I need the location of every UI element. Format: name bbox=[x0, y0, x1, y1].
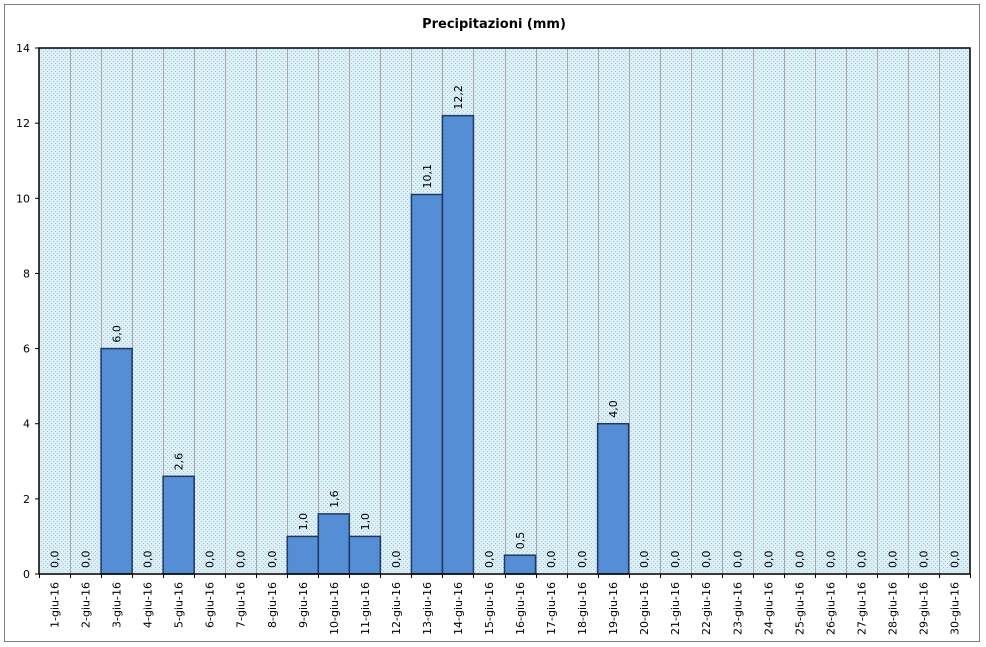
bar bbox=[317, 513, 351, 575]
data-label: 0,0 bbox=[576, 551, 589, 569]
data-label: 2,6 bbox=[173, 453, 186, 471]
data-label: 0,0 bbox=[80, 551, 93, 569]
data-label: 0,0 bbox=[762, 551, 775, 569]
data-label: 0,0 bbox=[793, 551, 806, 569]
chart: Precipitazioni (mm) 0,0 0,06,00,02,60,0 0,… bbox=[16, 17, 971, 635]
x-tick-label: 27-giu-16 bbox=[855, 582, 868, 635]
bar bbox=[503, 554, 537, 575]
x-tick-label: 13-giu-16 bbox=[421, 582, 434, 635]
x-tick-label: 19-giu-16 bbox=[607, 582, 620, 635]
x-tick-label: 17-giu-16 bbox=[545, 582, 558, 635]
bar bbox=[286, 535, 320, 575]
data-label: 0,0 bbox=[204, 551, 217, 569]
data-label: 0,0 bbox=[731, 551, 744, 569]
data-label: 10,1 bbox=[421, 164, 434, 189]
data-labels: 0,0 0,0 6,0 0,0 2,6 0,0 0,0 0,0 1,0 1,6 1,0 0,0 10,1… bbox=[49, 85, 962, 568]
x-tick-label: 6-giu-16 bbox=[204, 582, 217, 628]
x-axis-ticks: 1-giu-16 2-giu-16 3-giu-16 4-giu-16 5-giu-16… bbox=[39, 574, 971, 635]
bar bbox=[100, 347, 133, 575]
data-label: 1,0 bbox=[297, 513, 310, 531]
grid-lines bbox=[70, 48, 940, 574]
bar bbox=[410, 193, 444, 575]
x-tick-label: 1-giu-16 bbox=[49, 582, 62, 628]
y-tick-label: 6 bbox=[23, 343, 30, 356]
x-tick-label: 23-giu-16 bbox=[731, 582, 744, 635]
x-tick-label: 25-giu-16 bbox=[793, 582, 806, 635]
x-tick-label: 29-giu-16 bbox=[917, 582, 930, 635]
data-label: 0,0 bbox=[483, 551, 496, 569]
data-label: 0,0 bbox=[142, 551, 155, 569]
x-tick-label: 4-giu-16 bbox=[142, 582, 155, 628]
x-tick-label: 20-giu-16 bbox=[638, 582, 651, 635]
data-label: 0,0 bbox=[948, 551, 961, 569]
data-label: 1,6 bbox=[328, 490, 341, 508]
y-axis-ticks: 0 2 4 6 8 10 12 14 bbox=[16, 42, 39, 581]
data-label: 4,0 bbox=[607, 400, 620, 418]
data-label: 0,0 bbox=[390, 551, 403, 569]
x-tick-label: 15-giu-16 bbox=[483, 582, 496, 635]
x-tick-label: 28-giu-16 bbox=[886, 582, 899, 635]
data-label: 0,0 bbox=[638, 551, 651, 569]
x-tick-label: 12-giu-16 bbox=[390, 582, 403, 635]
plot-border bbox=[38, 47, 971, 575]
x-tick-label: 3-giu-16 bbox=[111, 582, 124, 628]
bar bbox=[596, 422, 630, 575]
bar bbox=[162, 475, 195, 575]
data-label: 0,0 bbox=[235, 551, 248, 569]
data-label: 0,5 bbox=[514, 532, 527, 550]
x-tick-label: 18-giu-16 bbox=[576, 582, 589, 635]
x-tick-label: 26-giu-16 bbox=[824, 582, 837, 635]
data-label: 0,0 bbox=[700, 551, 713, 569]
bar bbox=[441, 114, 475, 575]
x-tick-label: 24-giu-16 bbox=[762, 582, 775, 635]
data-label: 0,0 bbox=[855, 551, 868, 569]
x-tick-label: 21-giu-16 bbox=[669, 582, 682, 635]
data-label: 0,0 bbox=[886, 551, 899, 569]
y-tick-label: 0 bbox=[23, 568, 30, 581]
data-label: 6,0 bbox=[111, 325, 124, 343]
x-tick-label: 11-giu-16 bbox=[359, 582, 372, 635]
y-tick-label: 10 bbox=[16, 192, 30, 205]
data-label: 0,0 bbox=[266, 551, 279, 569]
bars bbox=[100, 114, 630, 575]
y-tick-label: 14 bbox=[16, 42, 30, 55]
data-label: 0,0 bbox=[917, 551, 930, 569]
x-tick-label: 30-giu-16 bbox=[948, 582, 961, 635]
bar bbox=[348, 535, 382, 575]
x-tick-label: 16-giu-16 bbox=[514, 582, 527, 635]
y-tick-label: 8 bbox=[23, 267, 30, 280]
data-label: 12,2 bbox=[452, 85, 465, 110]
x-tick-label: 5-giu-16 bbox=[173, 582, 186, 628]
x-tick-label: 8-giu-16 bbox=[266, 582, 279, 628]
data-label: 0,0 bbox=[669, 551, 682, 569]
x-tick-label: 14-giu-16 bbox=[452, 582, 465, 635]
chart-title: Precipitazioni (mm) bbox=[422, 17, 566, 32]
data-label: 1,0 bbox=[359, 513, 372, 531]
data-label: 0,0 bbox=[545, 551, 558, 569]
x-tick-label: 10-giu-16 bbox=[328, 582, 341, 635]
x-tick-label: 2-giu-16 bbox=[80, 582, 93, 628]
x-tick-label: 9-giu-16 bbox=[297, 582, 310, 628]
data-label: 0,0 bbox=[824, 551, 837, 569]
x-tick-label: 7-giu-16 bbox=[235, 582, 248, 628]
data-label: 0,0 bbox=[49, 551, 62, 569]
x-tick-label: 22-giu-16 bbox=[700, 582, 713, 635]
chart-frame: Precipitazioni (mm) 0,0 0,0 6,0 0,0 2,6 0,0 0,… bbox=[4, 4, 980, 642]
y-tick-label: 4 bbox=[23, 418, 30, 431]
y-tick-label: 12 bbox=[16, 117, 30, 130]
y-tick-label: 2 bbox=[23, 493, 30, 506]
